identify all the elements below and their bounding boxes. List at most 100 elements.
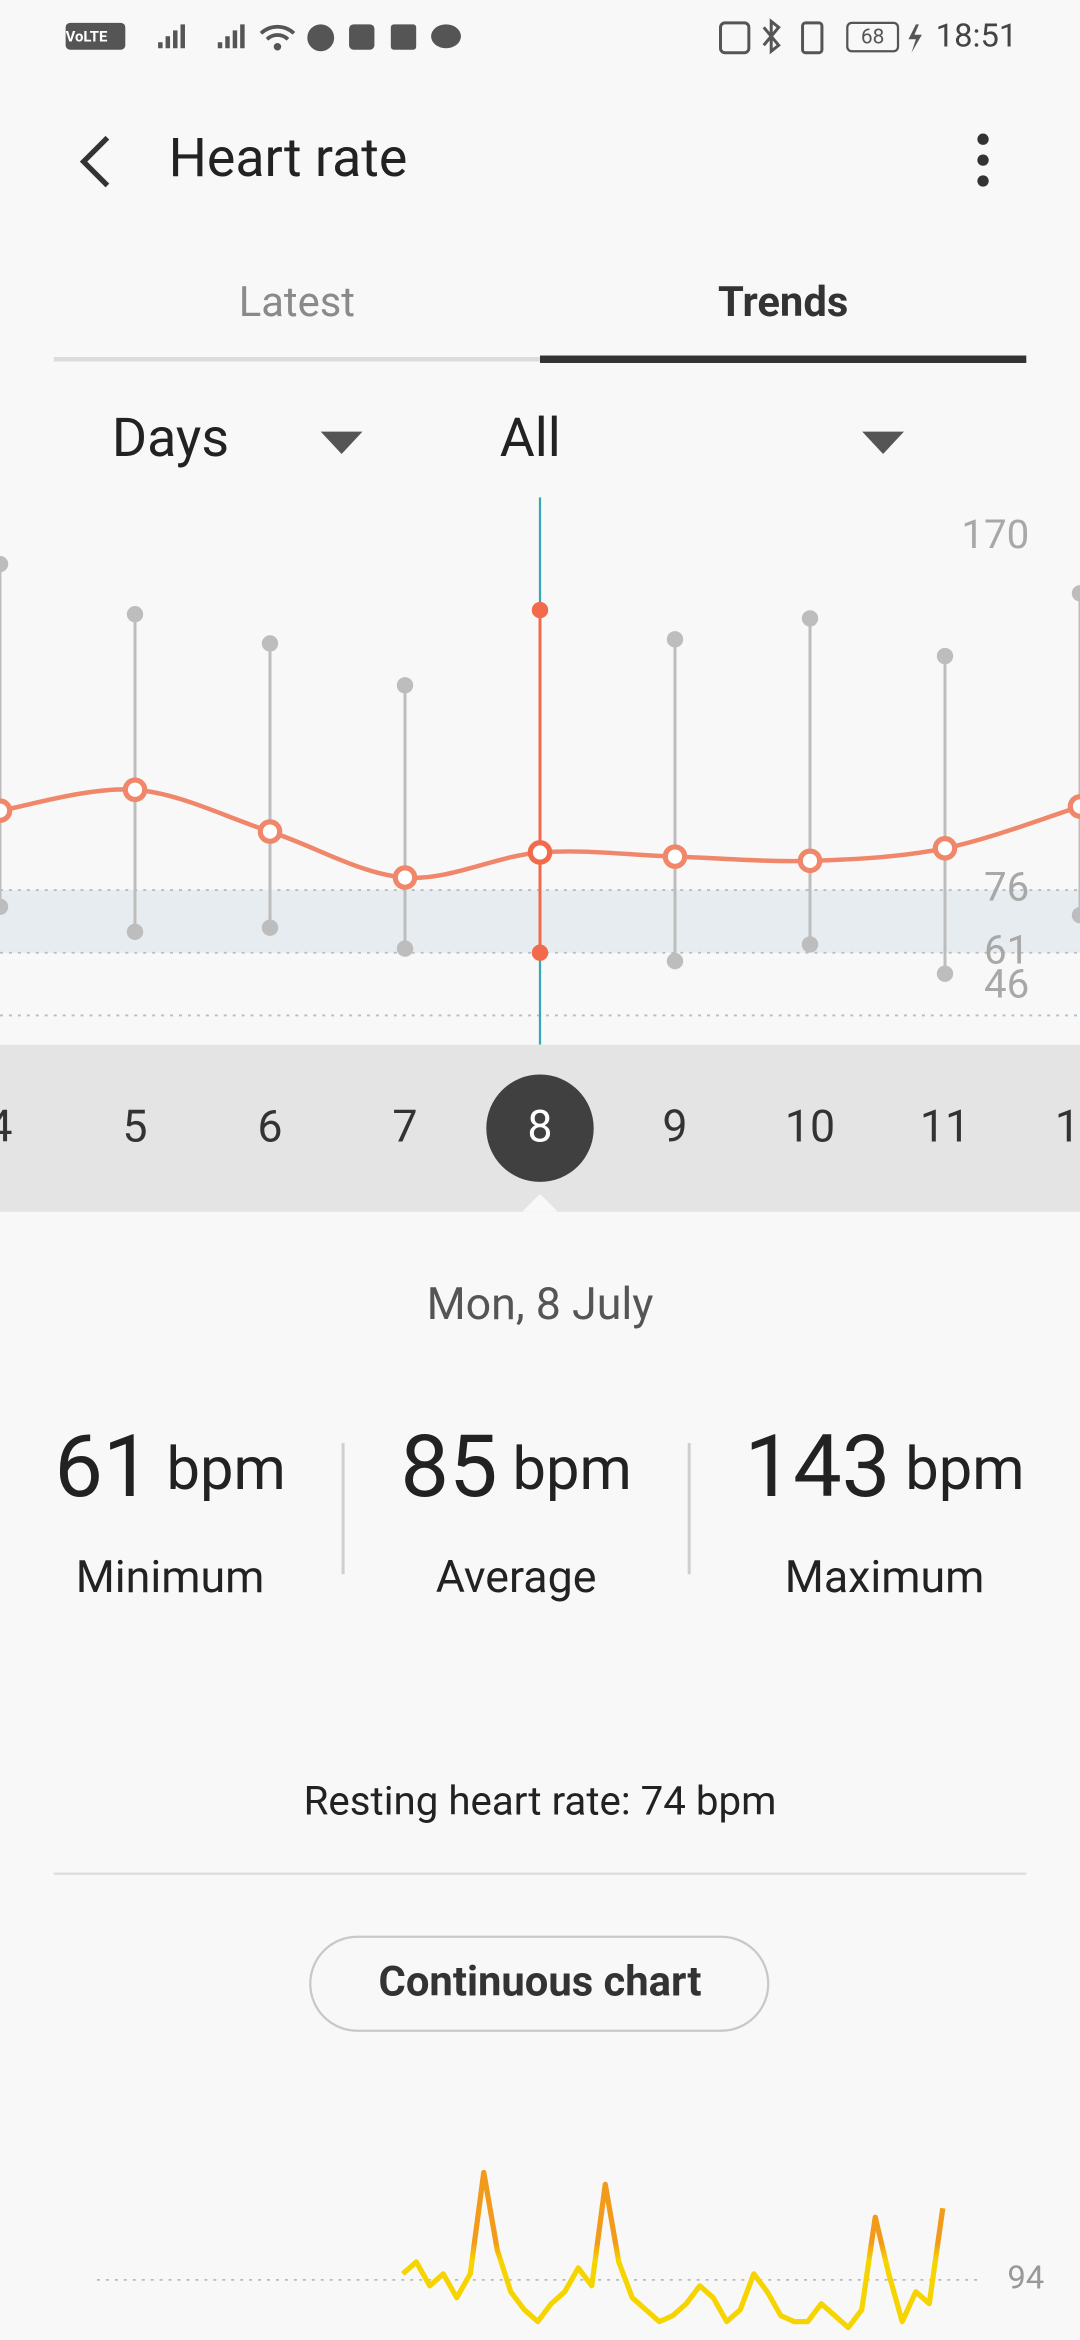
max-dot: [666, 631, 684, 648]
continuous-chart: 94: [96, 2169, 1044, 2331]
min-dot: [801, 936, 819, 953]
min-dot: [936, 965, 954, 982]
max-dot: [936, 647, 954, 665]
average-dot: [932, 835, 958, 861]
y-tick-label: 94: [1007, 2260, 1044, 2298]
screen-title: Heart rate: [169, 127, 408, 190]
facebook-icon: [390, 24, 417, 50]
tab-selected[interactable]: Trends: [718, 278, 848, 327]
plot: [401, 2169, 946, 2331]
min-dot: [261, 919, 279, 936]
filter-dropdown[interactable]: All: [500, 407, 561, 470]
tab[interactable]: Latest: [239, 278, 355, 327]
average-dot: [122, 777, 148, 803]
stat-value: 61 bpm: [54, 1417, 285, 1518]
average-dot: [392, 865, 418, 890]
min-dot: [0, 898, 9, 915]
stat-value: 143 bpm: [745, 1417, 1025, 1518]
dropdown-arrow: [862, 431, 904, 454]
network-label: VoLTE: [66, 28, 108, 46]
stat-value: 85 bpm: [400, 1417, 631, 1518]
divider: [341, 1442, 345, 1575]
stat-label: Minimum: [76, 1550, 265, 1603]
stat-number: 143: [745, 1417, 891, 1518]
battery-icon: [846, 21, 900, 53]
stat-label: Average: [436, 1550, 597, 1603]
x-tick-label: 12: [1055, 1100, 1080, 1153]
button-label: Continuous chart: [379, 1958, 702, 2007]
average-dot: [0, 798, 13, 823]
max-dot: [261, 635, 279, 652]
signal-icon: [217, 24, 245, 49]
selection-pointer: [522, 1193, 558, 1212]
max-dot: [1071, 585, 1080, 602]
news-icon: [349, 24, 375, 50]
y-tick-label: 170: [961, 511, 1029, 558]
continuous-chart-button[interactable]: [309, 1935, 770, 2032]
resting-rate: Resting heart rate: 74 bpm: [304, 1778, 777, 1825]
x-tick-label: 7: [392, 1100, 417, 1153]
selected-day: [486, 1074, 594, 1182]
x-tick-label: 5: [122, 1100, 147, 1153]
min-dot: [531, 944, 549, 961]
clock: 18:51: [936, 17, 1018, 55]
average-dot: [662, 844, 688, 869]
divider: [53, 1872, 1027, 1875]
stat-unit: bpm: [166, 1434, 285, 1504]
x-tick-label: 8: [527, 1100, 552, 1153]
charging-icon: [908, 24, 922, 53]
average-dot: [1067, 794, 1080, 819]
stat-label: Maximum: [785, 1550, 985, 1603]
max-dot: [801, 610, 819, 627]
tab-indicator: [540, 355, 1027, 363]
x-tick-label: 11: [920, 1100, 970, 1153]
back-button[interactable]: [79, 135, 110, 188]
average-dot: [257, 819, 283, 844]
average-dot: [797, 848, 823, 874]
messenger-icon: [307, 24, 335, 52]
min-dot: [126, 923, 144, 941]
x-tick-label: 4: [0, 1100, 13, 1153]
selected-date: Mon, 8 July: [427, 1277, 654, 1330]
dropdown-arrow: [320, 431, 363, 454]
plot: [0, 497, 1080, 1045]
battery-level: 68: [861, 25, 884, 49]
max-dot: [126, 606, 144, 623]
network-icon: [65, 22, 126, 50]
vibrate-icon: [801, 21, 824, 55]
signal-icon: [158, 24, 185, 49]
period-dropdown[interactable]: Days: [112, 407, 229, 470]
average-dot: [527, 840, 553, 865]
day-labels: 4 5 6 7 8 9 10 11 12: [0, 1074, 1080, 1212]
status-bar: VoLTE 68 18:51: [66, 17, 1018, 55]
max-dot: [396, 677, 414, 694]
y-tick-label: 61: [984, 926, 1029, 973]
stat-unit: bpm: [513, 1434, 632, 1504]
min-dot: [666, 952, 684, 970]
min-dot: [1071, 906, 1080, 924]
stat-number: 85: [400, 1417, 497, 1518]
line-icon: [431, 24, 461, 49]
stat-number: 61: [54, 1417, 151, 1518]
tab-underline: [53, 357, 540, 362]
x-tick-label: 6: [257, 1100, 282, 1153]
heart-rate-line: [401, 2169, 946, 2331]
max-dot: [531, 601, 549, 619]
stat-unit: bpm: [905, 1434, 1024, 1504]
x-tick-label: 9: [662, 1100, 687, 1153]
nfc-icon: [719, 21, 751, 55]
more-options[interactable]: [977, 133, 989, 187]
wifi-icon: [259, 24, 296, 41]
max-dot: [0, 555, 9, 573]
min-dot: [396, 940, 414, 957]
wifi-dot: [273, 43, 282, 51]
x-tick-label: 10: [785, 1100, 835, 1153]
y-tick-label: 76: [984, 864, 1029, 911]
divider: [687, 1442, 691, 1575]
bluetooth-icon: [762, 18, 781, 55]
y-tick-label: 46: [984, 961, 1029, 1008]
